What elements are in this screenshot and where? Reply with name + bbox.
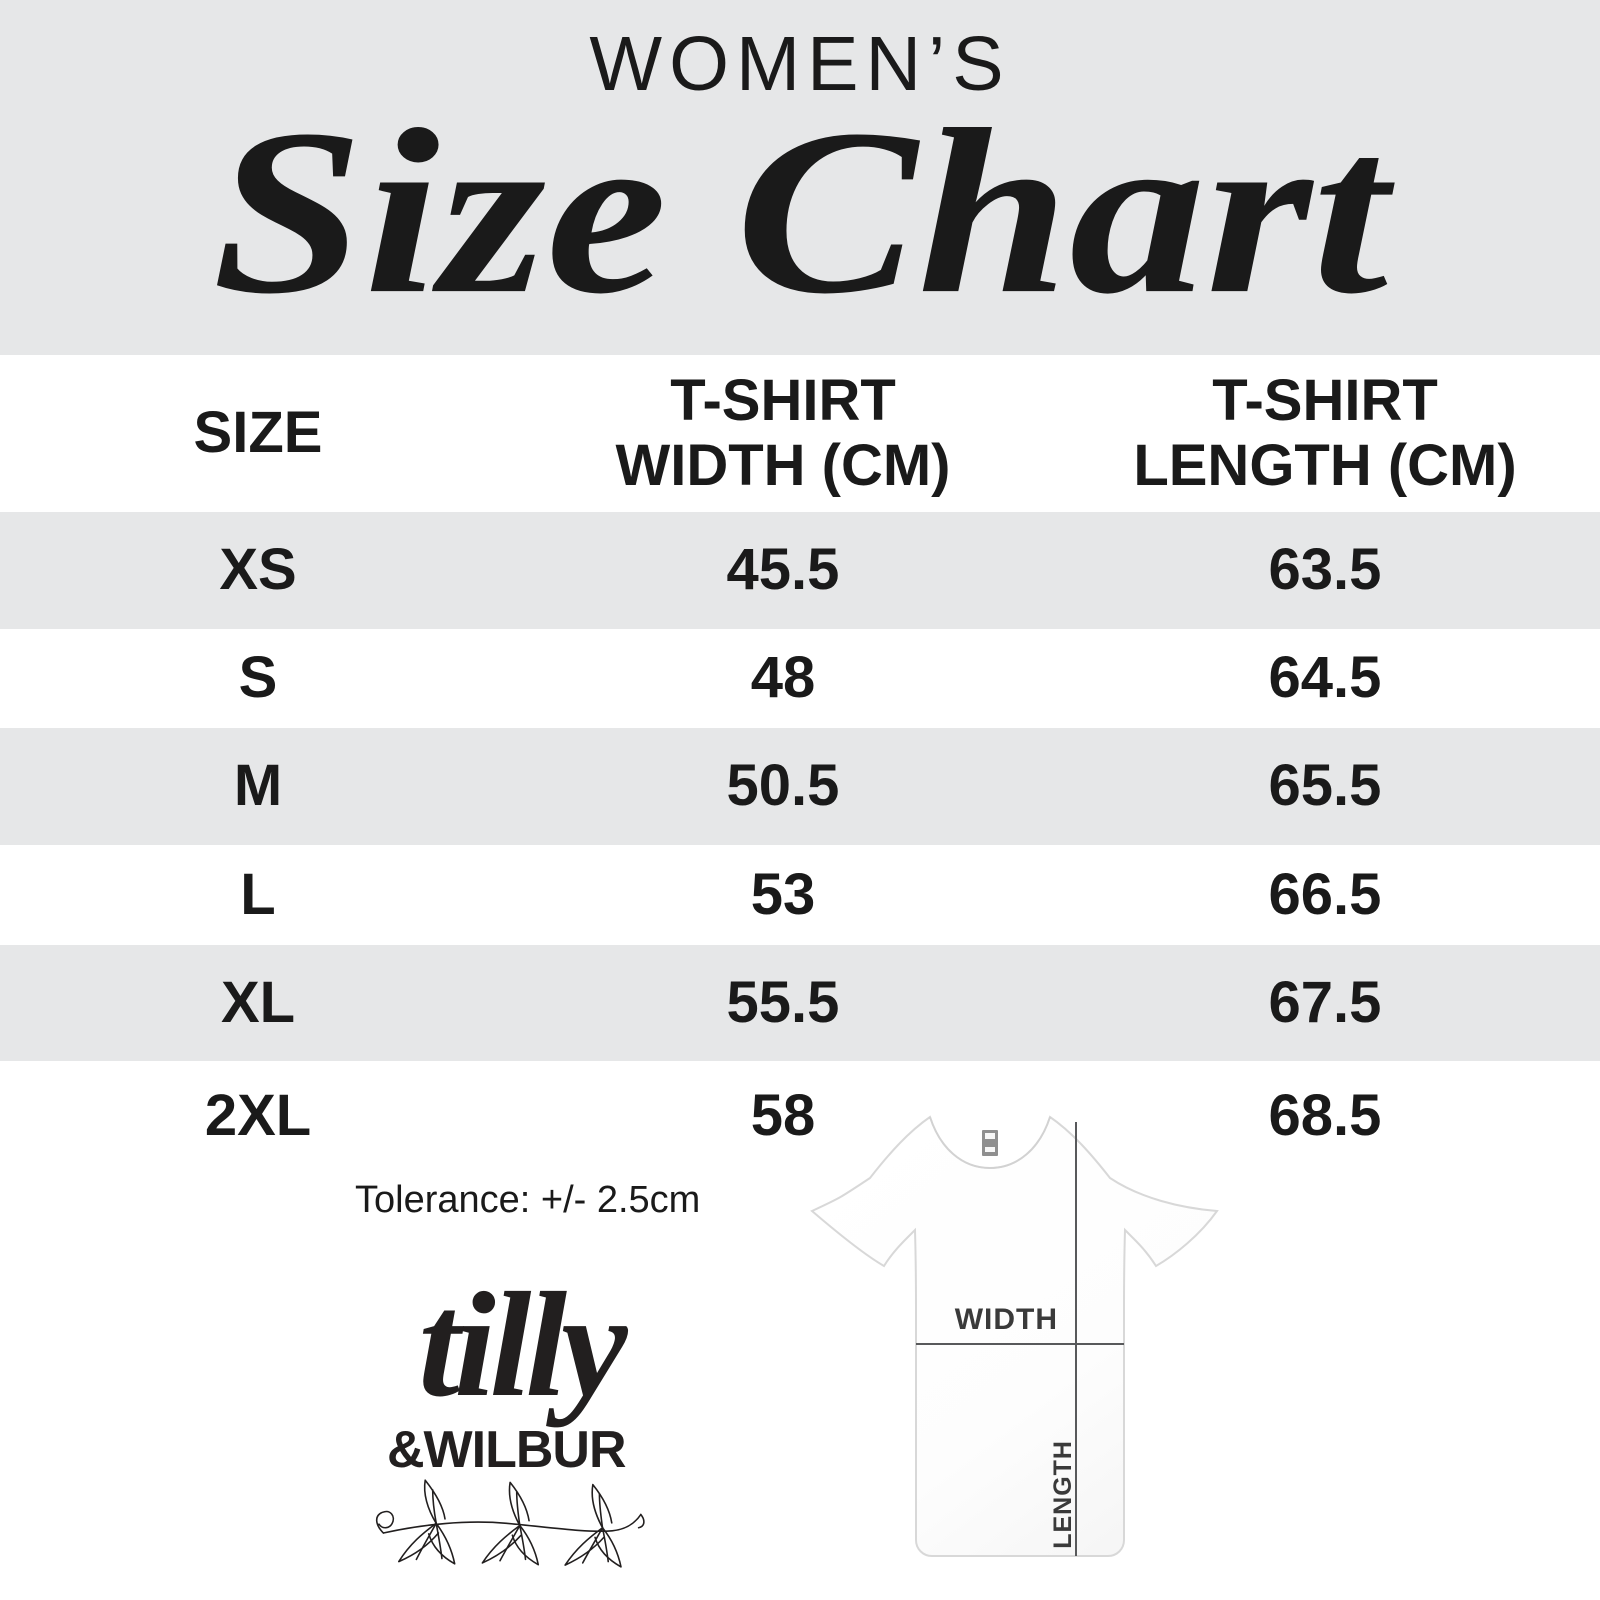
svg-text:WIDTH: WIDTH bbox=[955, 1303, 1058, 1336]
svg-text:tilly: tilly bbox=[418, 1262, 629, 1428]
svg-text:&WILBUR: &WILBUR bbox=[387, 1421, 626, 1479]
svg-text:LENGTH: LENGTH bbox=[1049, 1440, 1077, 1549]
